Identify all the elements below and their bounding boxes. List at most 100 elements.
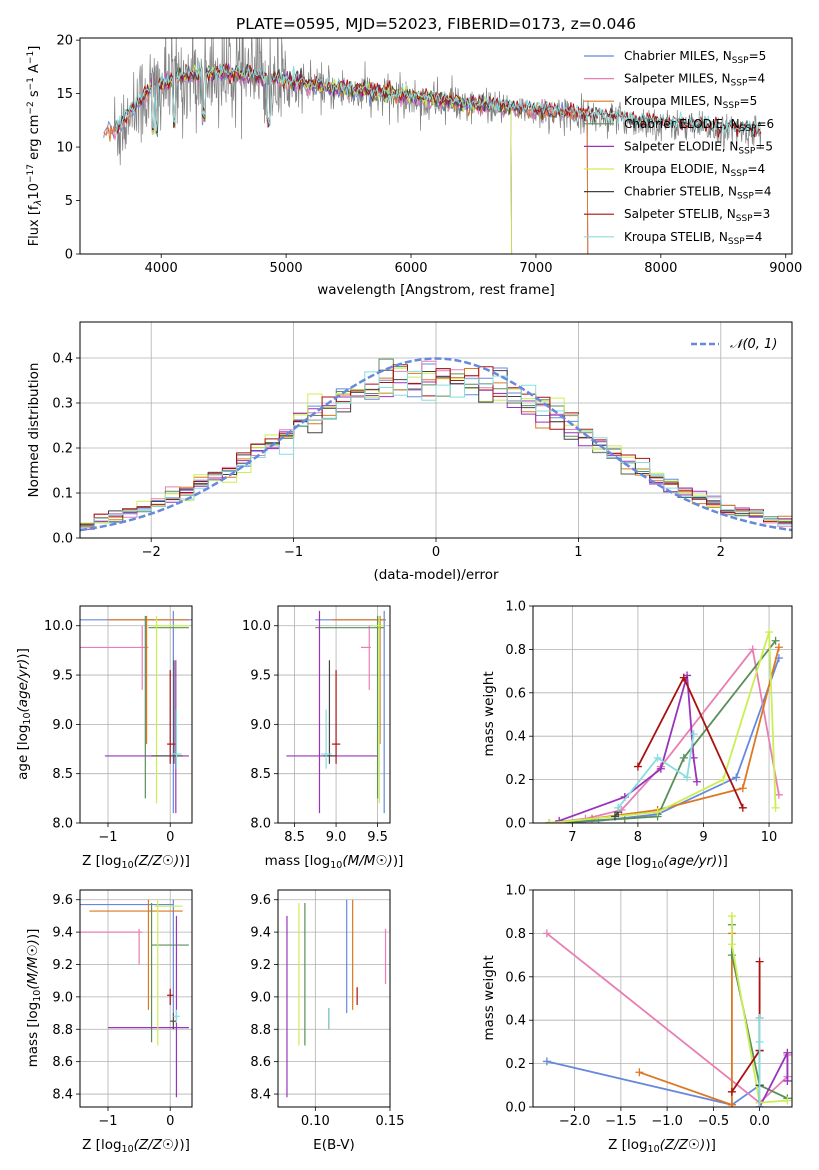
histogram-ytick-label: 0.0 [52,532,73,547]
weight-marker [774,643,783,652]
histogram-xtick-label: 2 [717,545,725,560]
weight-marker [542,1057,551,1066]
weight-vs-age-ytick-label: 0.2 [505,773,526,788]
weight-vs-z-ytick-label: 0.2 [505,1057,526,1072]
weight-marker [679,673,688,682]
weight-vs-z-ytick-label: 0.4 [505,1014,526,1029]
weight-vs-z-ylabel: mass weight [481,955,497,1040]
weight-vs-z-xtick-label: −0.5 [698,1114,730,1129]
spectrum-xtick-label: 8000 [644,261,677,276]
age-vs-z-ytick-label: 8.5 [52,767,73,782]
age-vs-mass-xlabel: mass [log10(M/M☉))] [265,853,404,871]
mass-vs-z-ytick-label: 9.6 [52,893,73,908]
mass-vs-ebv-xtick-label: 0.10 [301,1114,330,1129]
spectrum-ylabel: Flux [fλ10−17 erg cm−2 s−1 A−1] [26,46,44,247]
weight-marker [614,803,623,812]
weight-vs-age-xtick-label: 7 [568,830,576,845]
weight-vs-z-ytick-label: 1.0 [505,884,526,899]
weight-vs-z-xlabel: Z [log10(Z/Z☉))] [608,1137,716,1155]
spectrum-axes-frame [79,37,793,255]
legend-label: Chabrier MILES, NSSP=5 [624,49,766,66]
weight-marker [755,1037,764,1046]
age-vs-z-ytick-label: 9.0 [52,718,73,733]
age-vs-mass-ytick-label: 8.0 [250,817,271,832]
age-vs-z-ytick-label: 9.5 [52,669,73,684]
age-vs-z-axes-frame [79,605,193,824]
mass-vs-ebv-xlabel: E(B-V) [313,1137,355,1153]
spectrum-title: PLATE=0595, MJD=52023, FIBERID=0173, z=0… [236,15,636,33]
histogram-xtick-label: 1 [574,545,582,560]
model-spectrum-salpeter-stelib [115,62,762,138]
mass-vs-ebv-ytick-label: 8.6 [250,1055,271,1070]
spectrum-ytick-label: 15 [56,87,73,102]
spectrum-xtick-label: 4000 [145,261,178,276]
weight-marker [755,1014,764,1023]
legend-label: Kroupa ELODIE, NSSP=4 [624,162,765,179]
mass-vs-ebv-ytick-label: 9.0 [250,990,271,1005]
legend-label: Salpeter MILES, NSSP=4 [624,72,765,89]
weight-marker [727,1087,736,1096]
weight-vs-age-axes-frame [532,605,793,824]
spectrum-legend: Chabrier MILES, NSSP=5 Salpeter MILES, NS… [584,49,774,247]
weight-marker [738,784,747,793]
spectrum-xtick-label: 9000 [769,261,802,276]
mass-vs-z-ytick-label: 8.6 [52,1055,73,1070]
weight-vs-z-xtick-label: −1.0 [651,1114,683,1129]
age-vs-mass-xtick-label: 9.5 [367,830,388,845]
spectrum-panel: PLATE=0595, MJD=52023, FIBERID=0173, z=0… [26,15,802,298]
histogram-ytick-label: 0.1 [52,487,73,502]
mass-vs-z-ytick-label: 9.2 [52,958,73,973]
model-spectrum-kroupa-stelib [115,60,762,135]
weight-marker [771,636,780,645]
legend-label: Kroupa MILES, NSSP=5 [624,94,757,111]
weight-vs-age-ytick-label: 0.8 [505,643,526,658]
mass-vs-z-panel: −1 0 8.4 8.6 8.8 9.0 9.2 9.4 9.6 Z [log10(Z/Z☉))]… [25,889,193,1155]
age-vs-z-ytick-label: 8.0 [52,817,73,832]
spectrum-ytick-label: 10 [56,141,73,156]
weight-marker [545,819,554,823]
weight-vs-age-ylabel: mass weight [481,671,497,756]
weight-marker [653,753,662,762]
weight-vs-age-xtick-label: 9 [699,830,707,845]
weight-vs-z-ytick-label: 0.0 [505,1101,526,1116]
age-vs-mass-panel: 8.5 9.0 9.5 8.0 8.5 9.0 9.5 10.0 mass [log10(M/M… [242,605,404,871]
mass-vs-z-ytick-label: 9.4 [52,926,73,941]
weight-marker [727,940,736,949]
weight-marker [783,1076,792,1085]
weight-marker [755,957,764,966]
histogram-ylabel: Normed distribution [26,363,42,498]
histogram-ytick-label: 0.2 [52,442,73,457]
legend-label: Salpeter STELIB, NSSP=3 [624,207,770,224]
age-vs-mass-axes-frame [277,605,391,824]
mass-vs-z-xlabel: Z [log10(Z/Z☉))] [82,1137,190,1155]
histogram-xlabel: (data-model)/error [373,567,499,583]
histogram-xtick-label: −2 [142,545,161,560]
age-vs-z-panel: −1 0 8.0 8.5 9.0 9.5 10.0 Z [log10(Z/Z☉))] age [… [15,605,193,871]
age-vs-mass-xtick-label: 8.5 [284,830,305,845]
mass-vs-ebv-ytick-label: 8.8 [250,1023,271,1038]
weight-marker [771,803,780,812]
age-vs-z-xtick-label: 0 [166,830,174,845]
age-vs-z-xlabel: Z [log10(Z/Z☉))] [82,853,190,871]
mass-vs-z-xtick-label: −1 [98,1114,117,1129]
spectrum-ytick-label: 0 [65,248,73,263]
mass-vs-z-axes-frame [79,889,193,1108]
weight-marker [679,753,688,762]
weight-marker [653,808,662,817]
age-vs-z-xtick-label: −1 [98,830,117,845]
mass-vs-ebv-ytick-label: 8.4 [250,1088,271,1103]
weight-vs-z-xtick-label: −1.5 [605,1114,637,1129]
weight-vs-age-xtick-label: 8 [634,830,642,845]
age-vs-z-ytick-label: 10.0 [44,619,73,634]
weight-vs-z-xtick-label: 0.0 [749,1114,770,1129]
mass-vs-z-ylabel: mass [log10(M/M☉))] [25,929,43,1068]
weight-vs-age-xlabel: age [log10(age/yr))] [596,853,728,871]
mass-vs-z-xtick-label: 0 [166,1114,174,1129]
legend-label: Chabrier STELIB, NSSP=4 [624,185,772,202]
histogram-step-8 [80,370,792,538]
histogram-ytick-label: 0.3 [52,397,73,412]
weight-vs-age-ytick-label: 0.4 [505,730,526,745]
weight-marker [555,816,564,823]
weight-marker [783,1048,792,1057]
